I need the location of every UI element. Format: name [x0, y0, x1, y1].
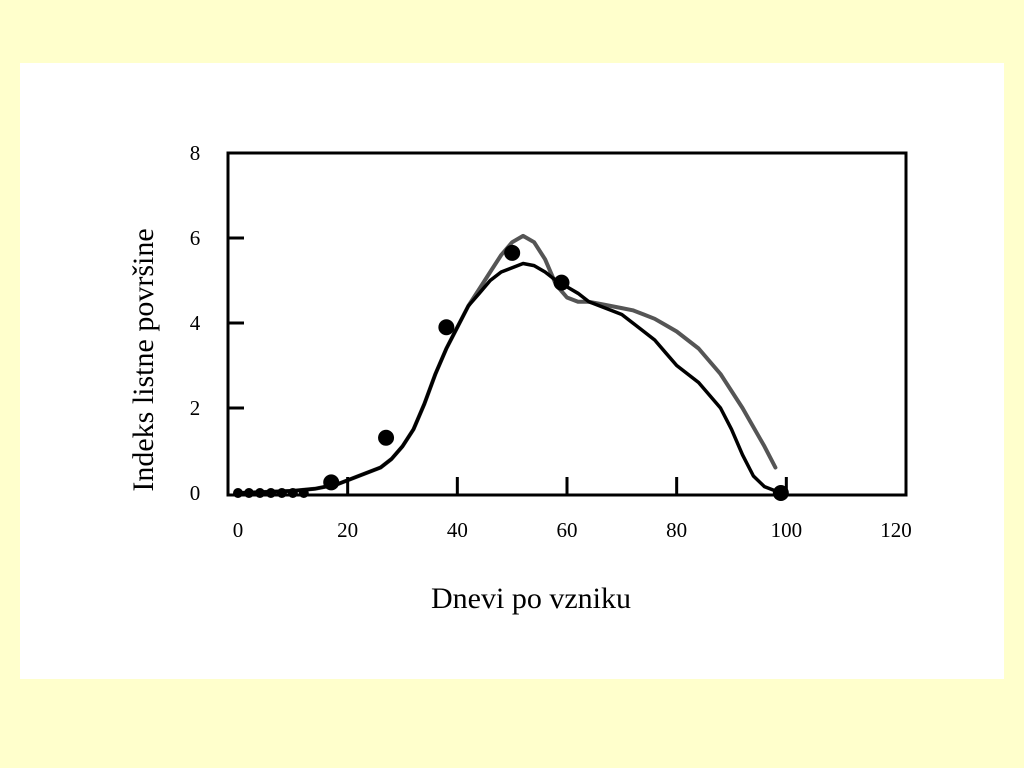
plot-frame [226, 151, 908, 497]
x-axis-title: Dnevi po vzniku [431, 582, 631, 615]
series-line-1 [236, 233, 778, 495]
y-tick-label: 2 [190, 396, 201, 420]
x-tick-label: 100 [771, 518, 803, 542]
data-point [323, 474, 340, 491]
x-tick-label: 60 [557, 518, 578, 542]
data-point [378, 429, 395, 446]
data-point [553, 274, 570, 291]
x-tick-label: 20 [337, 518, 358, 542]
x-tick-label: 40 [447, 518, 468, 542]
x-tick-label: 0 [233, 518, 244, 542]
y-tick-label: 6 [190, 226, 201, 250]
series-line-2 [236, 261, 789, 495]
chart-panel: 0 20 40 60 80 100 120 0 2 4 6 8 Dnevi po vzniku Ind… [20, 63, 1004, 679]
y-axis-title: Indeks listne površine [127, 228, 160, 491]
y-tick-label: 8 [190, 141, 201, 165]
data-point [504, 244, 521, 261]
x-tick-label: 80 [666, 518, 687, 542]
axes: 0 20 40 60 80 100 120 0 2 4 6 8 [190, 141, 912, 542]
chart: 0 20 40 60 80 100 120 0 2 4 6 8 Dnevi po vzniku Ind… [127, 141, 912, 615]
y-tick-label: 0 [190, 481, 201, 505]
plot-area [233, 233, 789, 501]
data-point [438, 319, 455, 336]
x-tick-label: 120 [880, 518, 912, 542]
y-tick-label: 4 [190, 311, 201, 335]
